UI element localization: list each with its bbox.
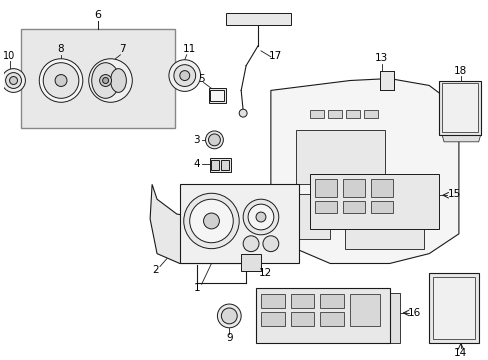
Text: 11: 11	[183, 44, 196, 54]
Text: 1: 1	[193, 283, 200, 293]
Circle shape	[239, 109, 246, 117]
Bar	[345, 199, 424, 249]
Polygon shape	[389, 293, 399, 343]
Bar	[290, 312, 314, 326]
Circle shape	[5, 73, 21, 89]
Text: 16: 16	[407, 308, 420, 318]
Bar	[275, 194, 329, 239]
Bar	[290, 294, 314, 308]
Bar	[343, 201, 364, 213]
Bar	[315, 201, 337, 213]
Circle shape	[243, 236, 259, 252]
Polygon shape	[441, 135, 480, 142]
Bar	[209, 158, 231, 171]
Bar	[221, 159, 229, 170]
Circle shape	[180, 71, 189, 81]
Circle shape	[203, 213, 219, 229]
Bar	[363, 110, 377, 118]
Text: 10: 10	[2, 51, 15, 61]
Bar	[327, 110, 342, 118]
Circle shape	[189, 199, 233, 243]
Circle shape	[208, 134, 220, 146]
Ellipse shape	[92, 63, 119, 98]
Circle shape	[174, 65, 195, 86]
Bar	[21, 29, 175, 128]
Bar	[261, 312, 284, 326]
Bar	[211, 159, 219, 170]
Text: 14: 14	[453, 347, 467, 357]
Bar	[310, 110, 324, 118]
Text: 5: 5	[198, 73, 204, 84]
Text: 3: 3	[193, 135, 199, 145]
Circle shape	[256, 212, 265, 222]
Circle shape	[102, 77, 108, 84]
Bar	[320, 294, 344, 308]
Circle shape	[221, 308, 237, 324]
Bar	[226, 13, 290, 25]
Bar	[180, 184, 298, 264]
Text: 8: 8	[58, 44, 64, 54]
Ellipse shape	[110, 69, 126, 93]
Circle shape	[217, 304, 241, 328]
Circle shape	[168, 60, 200, 91]
Circle shape	[55, 75, 67, 86]
Bar	[346, 110, 359, 118]
Text: 18: 18	[453, 66, 467, 76]
Bar	[256, 288, 389, 343]
Text: 12: 12	[259, 269, 272, 278]
Circle shape	[100, 75, 111, 86]
Text: 9: 9	[225, 333, 232, 343]
Bar	[208, 89, 226, 103]
Circle shape	[263, 236, 278, 252]
Bar	[295, 130, 384, 184]
Bar	[349, 294, 379, 326]
Bar	[315, 179, 337, 197]
Bar	[210, 90, 224, 101]
Bar	[370, 179, 392, 197]
Bar	[428, 273, 478, 343]
Circle shape	[247, 204, 273, 230]
Text: 15: 15	[447, 189, 460, 199]
Polygon shape	[150, 184, 250, 264]
Bar	[432, 277, 474, 339]
Bar	[441, 84, 477, 132]
Bar	[370, 201, 392, 213]
Text: 13: 13	[374, 53, 387, 63]
Text: 6: 6	[94, 10, 101, 20]
Text: 4: 4	[193, 159, 199, 168]
Bar	[261, 294, 284, 308]
Bar	[310, 175, 438, 229]
Circle shape	[1, 69, 25, 93]
Circle shape	[89, 59, 132, 102]
Circle shape	[205, 131, 223, 149]
Bar	[320, 312, 344, 326]
Circle shape	[183, 193, 239, 249]
Circle shape	[43, 63, 79, 98]
Text: 17: 17	[268, 51, 282, 61]
Polygon shape	[270, 78, 458, 264]
Bar	[241, 253, 261, 271]
Circle shape	[39, 59, 82, 102]
Text: 2: 2	[152, 265, 159, 275]
Circle shape	[10, 77, 18, 85]
Bar	[343, 179, 364, 197]
Circle shape	[243, 199, 278, 235]
Bar	[379, 71, 393, 90]
Bar	[438, 81, 480, 135]
Text: 7: 7	[119, 44, 125, 54]
